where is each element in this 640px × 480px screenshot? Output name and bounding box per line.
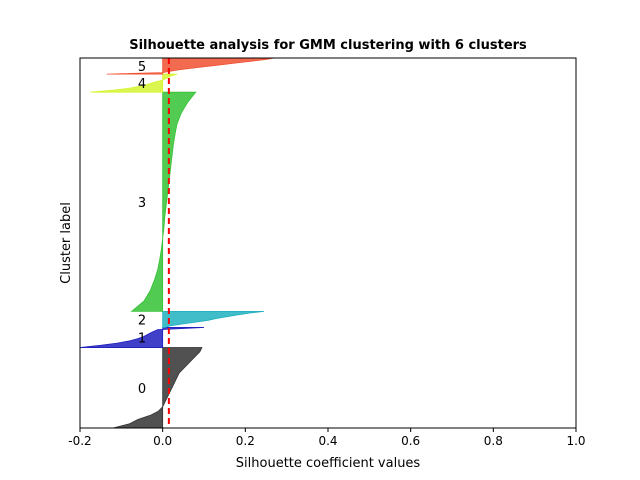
- x-tick-label: 0.4: [318, 434, 337, 448]
- silhouette-band-cluster-4: [90, 73, 178, 93]
- cluster-labels: 0 1 2 3 4 5: [138, 60, 146, 397]
- x-tick-label: 0.8: [484, 434, 503, 448]
- plot-frame: [79, 57, 577, 429]
- x-tick-label: 0.2: [236, 434, 255, 448]
- x-tick-label: 0.6: [401, 434, 420, 448]
- cluster-label-1: 1: [138, 332, 146, 347]
- cluster-label-0: 0: [138, 382, 146, 397]
- silhouette-band-cluster-2: [162, 310, 264, 328]
- cluster-label-2: 2: [138, 313, 146, 328]
- silhouette-band-cluster-1: [80, 327, 205, 348]
- x-tick-label: 0.0: [153, 434, 172, 448]
- chart-title: Silhouette analysis for GMM clustering w…: [129, 38, 527, 53]
- silhouette-band-cluster-3: [130, 91, 197, 312]
- y-axis-label: Cluster label: [59, 202, 74, 284]
- cluster-label-5: 5: [138, 60, 146, 75]
- x-tick-label: -0.2: [68, 434, 91, 448]
- silhouette-bands: [80, 58, 275, 428]
- x-axis-label: Silhouette coefficient values: [236, 456, 421, 471]
- silhouette-band-cluster-0: [112, 347, 203, 428]
- cluster-label-3: 3: [138, 196, 146, 211]
- x-axis-ticks: -0.2 0.0 0.2 0.4 0.6 0.8 1.0: [68, 428, 586, 448]
- silhouette-band-cluster-5: [106, 58, 275, 75]
- x-tick-label: 1.0: [566, 434, 585, 448]
- cluster-label-4: 4: [138, 77, 146, 92]
